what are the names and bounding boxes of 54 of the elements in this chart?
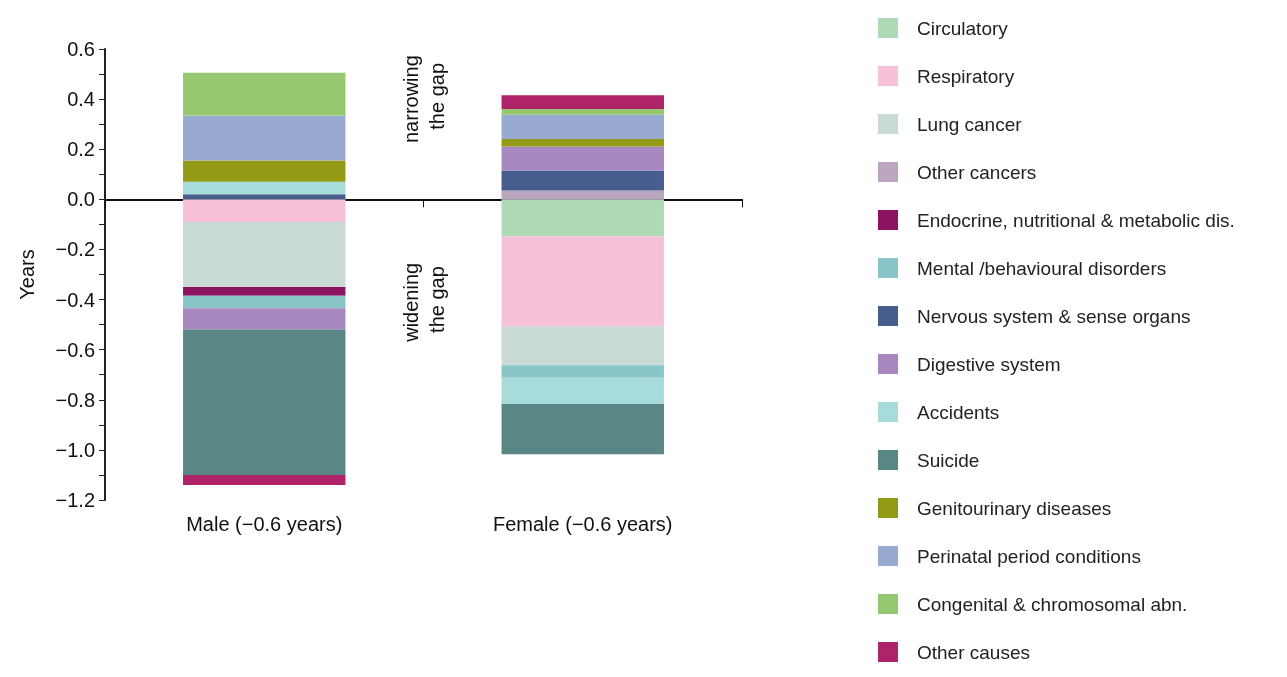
bar [501,138,664,147]
legend-label: Mental /behavioural disorders [917,257,1167,279]
legend-label: Circulatory [917,17,1009,39]
legend-label: Endocrine, nutritional & metabolic dis. [917,209,1235,231]
bar [501,170,664,191]
legend-label: Lung cancer [917,113,1023,135]
y-tick-label: 0.6 [67,38,95,60]
legend-label: Other cancers [917,161,1037,183]
bar [501,95,664,109]
y-tick-label: 0.0 [67,188,95,211]
bar [183,160,346,182]
y-axis-title: Years [16,249,38,300]
bar [183,194,346,200]
legend-label: Nervous system & sense organs [917,305,1191,327]
bar [183,329,346,475]
annotation: narrowing the gap [399,55,448,144]
annotation: widening the gap [399,257,448,343]
y-tick-label: 0.4 [67,88,95,111]
legend-label: Suicide [917,449,980,471]
bar [501,365,664,378]
legend-label: Accidents [917,401,1000,423]
y-tick-label: −0.2 [55,238,95,261]
bar [501,146,664,171]
x-tick-label: Female (−0.6 years) [492,513,673,535]
legend-label: Other causes [917,641,1030,663]
x-tick-label: Male (−0.6 years) [186,513,343,535]
bar [501,236,664,327]
y-tick-label: −1.0 [55,438,95,461]
legend-label: Congenital & chromosomal abn. [917,593,1188,615]
bar [183,287,346,296]
legend-label: Digestive system [917,353,1061,375]
y-tick-label: 0.2 [67,138,95,161]
legend-label: Genitourinary diseases [917,497,1112,519]
bar [501,108,664,115]
bar [183,295,346,309]
bar [183,474,346,485]
bar [501,199,664,237]
y-tick-label: −0.6 [55,338,95,361]
legend-label: Respiratory [917,65,1015,87]
bar [183,308,346,330]
y-tick-label: −0.4 [55,288,95,311]
bar [183,221,346,288]
bar [183,181,346,195]
bar [501,404,664,455]
bar [183,72,346,116]
bar [183,199,346,222]
bar [501,190,664,200]
y-tick-label: −0.8 [55,388,95,411]
legend-label: Perinatal period conditions [917,545,1141,567]
bar [183,115,346,161]
bar [501,326,664,366]
bar [501,377,664,405]
bar [501,114,664,139]
y-tick-label: −1.2 [55,489,95,511]
